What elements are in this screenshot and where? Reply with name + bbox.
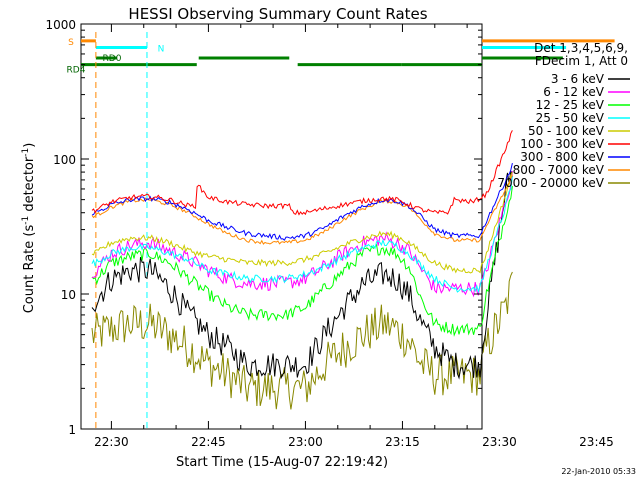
- y-axis-label-part2: detector: [22, 156, 37, 216]
- y-axis-label: Count Rate (s-1 detector-1): [21, 143, 37, 314]
- x-tick-label: 23:30: [482, 435, 517, 449]
- flag-transition-lines: [95, 32, 148, 429]
- legend: Det 1,3,4,5,6,9, FDecim 1, Att 0 3 - 6 k…: [497, 41, 630, 190]
- x-tick-label: 22:30: [94, 435, 129, 449]
- series-line-3-6-kev: [91, 170, 513, 380]
- y-tick-label: 1000: [45, 18, 76, 32]
- plot-frame: [80, 23, 483, 430]
- series-layer: [91, 130, 513, 410]
- flag-label: S: [68, 38, 74, 48]
- flag-label: RD4: [67, 66, 86, 76]
- series-line-25-50-kev: [91, 176, 513, 294]
- chart-title: HESSI Observing Summary Count Rates: [128, 5, 427, 23]
- instrument-flags: S N RD0 RD4: [67, 38, 615, 76]
- legend-label: 300 - 800 keV: [520, 150, 604, 164]
- y-axis-label-part1: Count Rate (s: [22, 225, 37, 314]
- legend-label: 6 - 12 keV: [543, 85, 605, 99]
- x-tick-label: 22:45: [191, 435, 226, 449]
- series-line-50-100-kev: [91, 172, 513, 274]
- legend-label: 12 - 25 keV: [536, 98, 605, 112]
- series-line-12-25-kev: [91, 186, 513, 337]
- flag-label: RD0: [103, 54, 122, 64]
- series-line-6-12-kev: [91, 170, 513, 298]
- legend-header-line1: Det 1,3,4,5,6,9,: [534, 41, 628, 55]
- y-axis-label-sup1: -1: [21, 216, 31, 225]
- y-tick-label: 1: [68, 423, 76, 437]
- x-tick-label: 23:15: [385, 435, 420, 449]
- x-axis: 22:30 22:45 23:00 23:15 23:30 23:45: [94, 24, 614, 449]
- legend-label: 100 - 300 keV: [520, 137, 604, 151]
- legend-label: 3 - 6 keV: [551, 72, 605, 86]
- series-line-7000-20000-kev: [91, 271, 513, 410]
- legend-label: 7000 - 20000 keV: [497, 176, 604, 190]
- flag-label: N: [158, 44, 165, 54]
- legend-label: 50 - 100 keV: [528, 124, 605, 138]
- series-line-100-300-kev: [91, 130, 513, 216]
- x-tick-label: 23:45: [579, 435, 614, 449]
- legend-header-line2: FDecim 1, Att 0: [535, 54, 628, 68]
- y-axis-label-sup2: -1: [21, 148, 31, 157]
- y-tick-label: 100: [53, 153, 76, 167]
- y-axis-label-part3: ): [22, 143, 37, 148]
- x-axis-label: Start Time (15-Aug-07 22:19:42): [176, 455, 388, 470]
- footer-timestamp: 22-Jan-2010 05:33: [561, 467, 636, 476]
- x-tick-label: 23:00: [288, 435, 323, 449]
- y-axis: 1 10 100 1000: [45, 18, 482, 437]
- series-line-800-7000-kev: [91, 174, 513, 245]
- legend-label: 25 - 50 keV: [536, 111, 605, 125]
- legend-label: 800 - 7000 keV: [513, 163, 605, 177]
- y-tick-label: 10: [61, 288, 76, 302]
